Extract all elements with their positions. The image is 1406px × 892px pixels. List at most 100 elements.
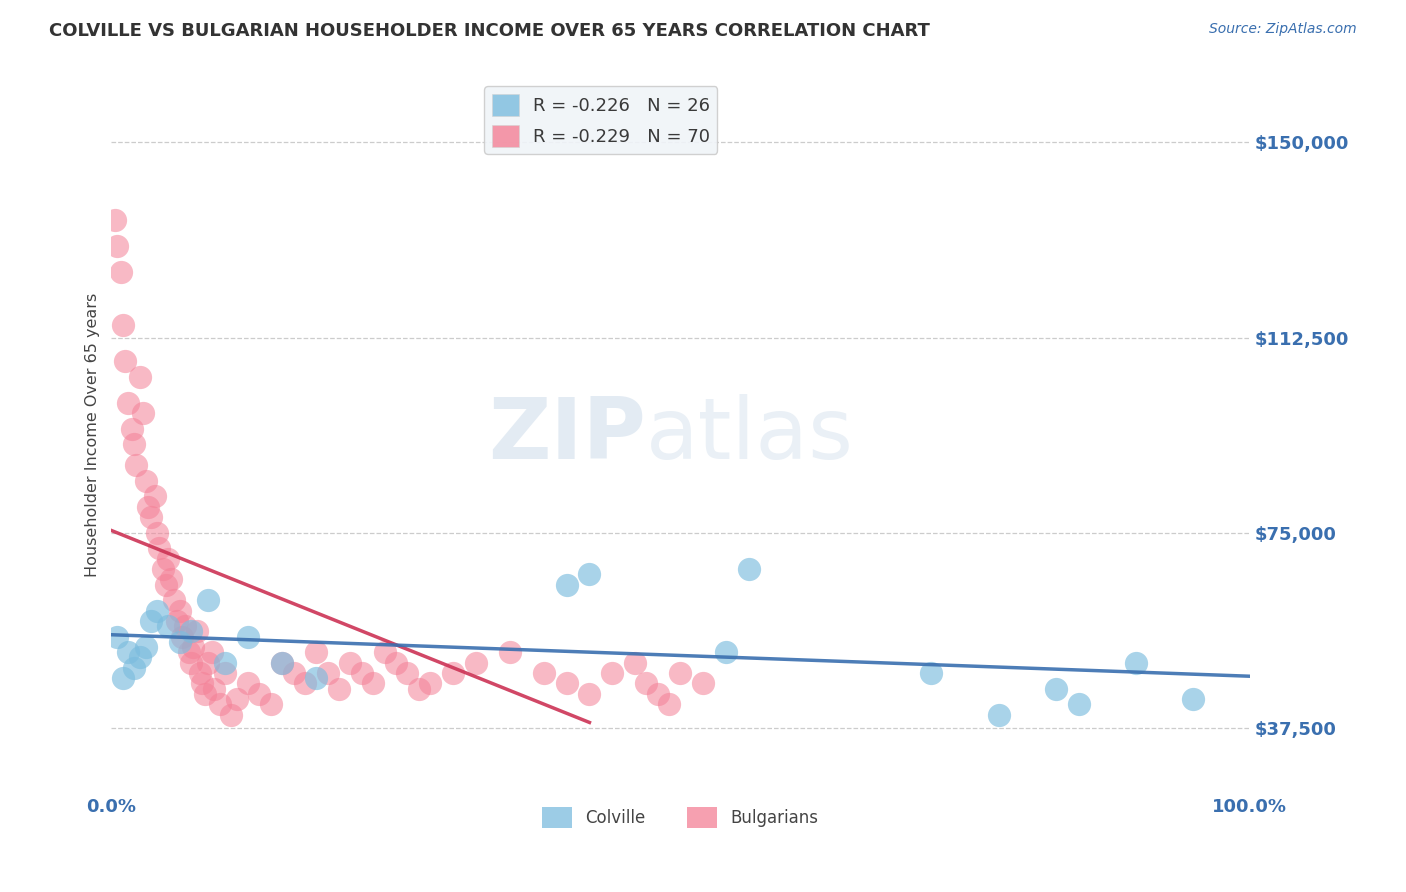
Text: ZIP: ZIP <box>489 393 647 476</box>
Point <box>177 645 200 659</box>
Point <box>169 604 191 618</box>
Point <box>197 656 219 670</box>
Point <box>214 666 236 681</box>
Point <box>738 562 761 576</box>
Point <box>692 676 714 690</box>
Point <box>578 687 600 701</box>
Point <box>146 525 169 540</box>
Point <box>170 630 193 644</box>
Point <box>105 630 128 644</box>
Point <box>271 656 294 670</box>
Point <box>350 666 373 681</box>
Point <box>555 577 578 591</box>
Point <box>624 656 647 670</box>
Y-axis label: Householder Income Over 65 years: Householder Income Over 65 years <box>86 293 100 577</box>
Point <box>180 656 202 670</box>
Point <box>920 666 942 681</box>
Point <box>499 645 522 659</box>
Point <box>305 671 328 685</box>
Point <box>1125 656 1147 670</box>
Point <box>188 666 211 681</box>
Text: COLVILLE VS BULGARIAN HOUSEHOLDER INCOME OVER 65 YEARS CORRELATION CHART: COLVILLE VS BULGARIAN HOUSEHOLDER INCOME… <box>49 22 931 40</box>
Point <box>328 681 350 696</box>
Point <box>1067 697 1090 711</box>
Point <box>385 656 408 670</box>
Point <box>191 676 214 690</box>
Point <box>339 656 361 670</box>
Point <box>148 541 170 556</box>
Point <box>305 645 328 659</box>
Point <box>141 510 163 524</box>
Point <box>647 687 669 701</box>
Point <box>669 666 692 681</box>
Point <box>225 692 247 706</box>
Point <box>114 354 136 368</box>
Point <box>117 645 139 659</box>
Point <box>105 239 128 253</box>
Point <box>166 614 188 628</box>
Point <box>128 369 150 384</box>
Point <box>219 707 242 722</box>
Point <box>283 666 305 681</box>
Point <box>183 640 205 654</box>
Point <box>200 645 222 659</box>
Point <box>714 645 737 659</box>
Point <box>408 681 430 696</box>
Point <box>159 573 181 587</box>
Point <box>361 676 384 690</box>
Point <box>143 489 166 503</box>
Point <box>141 614 163 628</box>
Point <box>110 265 132 279</box>
Point <box>125 458 148 472</box>
Point <box>396 666 419 681</box>
Point <box>236 676 259 690</box>
Point <box>122 661 145 675</box>
Point <box>271 656 294 670</box>
Point <box>202 681 225 696</box>
Point <box>152 562 174 576</box>
Point <box>988 707 1011 722</box>
Point <box>374 645 396 659</box>
Point <box>236 630 259 644</box>
Point <box>600 666 623 681</box>
Point <box>1045 681 1067 696</box>
Point <box>180 624 202 639</box>
Point <box>658 697 681 711</box>
Point <box>316 666 339 681</box>
Point <box>214 656 236 670</box>
Legend: Colville, Bulgarians: Colville, Bulgarians <box>536 801 825 834</box>
Point <box>1181 692 1204 706</box>
Point <box>186 624 208 639</box>
Point <box>636 676 658 690</box>
Point <box>555 676 578 690</box>
Point <box>194 687 217 701</box>
Point <box>132 406 155 420</box>
Point <box>155 577 177 591</box>
Text: atlas: atlas <box>647 393 855 476</box>
Point <box>122 437 145 451</box>
Point <box>208 697 231 711</box>
Point <box>157 619 180 633</box>
Point <box>197 593 219 607</box>
Point <box>419 676 441 690</box>
Point <box>163 593 186 607</box>
Point <box>578 567 600 582</box>
Point <box>260 697 283 711</box>
Point <box>128 650 150 665</box>
Point <box>111 318 134 332</box>
Point <box>294 676 316 690</box>
Point <box>111 671 134 685</box>
Point <box>533 666 555 681</box>
Point <box>247 687 270 701</box>
Point <box>174 619 197 633</box>
Point <box>157 551 180 566</box>
Point <box>169 635 191 649</box>
Point <box>135 474 157 488</box>
Point <box>441 666 464 681</box>
Point <box>104 213 127 227</box>
Point <box>464 656 486 670</box>
Text: Source: ZipAtlas.com: Source: ZipAtlas.com <box>1209 22 1357 37</box>
Point <box>135 640 157 654</box>
Point <box>136 500 159 514</box>
Point <box>146 604 169 618</box>
